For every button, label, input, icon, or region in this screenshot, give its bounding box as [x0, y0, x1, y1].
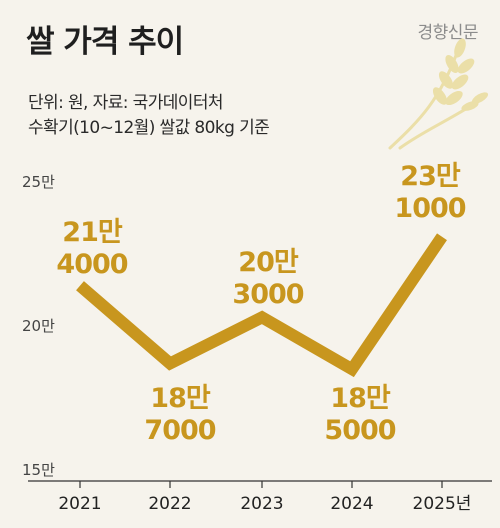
- data-label: 4000: [56, 249, 127, 280]
- y-axis-ticks: 25만 20만 15만: [22, 173, 55, 479]
- x-tick-label: 2022: [148, 494, 191, 514]
- data-label: 3000: [232, 279, 303, 310]
- wheat-illustration: [388, 38, 489, 150]
- x-tick-label: 2025년: [413, 494, 472, 514]
- y-tick-label: 25만: [22, 173, 55, 191]
- chart-title: 쌀 가격 추이: [26, 24, 184, 60]
- subtitle-basis: 수확기(10~12월) 쌀값 80kg 기준: [28, 118, 270, 138]
- data-label: 21만: [62, 217, 123, 248]
- y-tick-label: 20만: [22, 317, 55, 335]
- data-points: [79, 236, 443, 370]
- x-tick-label: 2023: [240, 494, 283, 514]
- data-label: 5000: [324, 415, 395, 446]
- data-label: 1000: [394, 193, 465, 224]
- brand-logo: 경향신문: [417, 23, 478, 43]
- data-label: 18만: [150, 383, 211, 414]
- x-tick-label: 2024: [330, 494, 373, 514]
- subtitle-unit-source: 단위: 원, 자료: 국가데이터처: [28, 93, 224, 113]
- data-label: 20만: [238, 247, 299, 278]
- data-label: 23만: [400, 161, 461, 192]
- data-label: 7000: [144, 415, 215, 446]
- x-tick-label: 2021: [58, 494, 101, 514]
- y-tick-label: 15만: [22, 461, 55, 479]
- x-axis-ticks: 2021 2022 2023 2024 2025년: [58, 481, 471, 514]
- data-label: 18만: [330, 383, 391, 414]
